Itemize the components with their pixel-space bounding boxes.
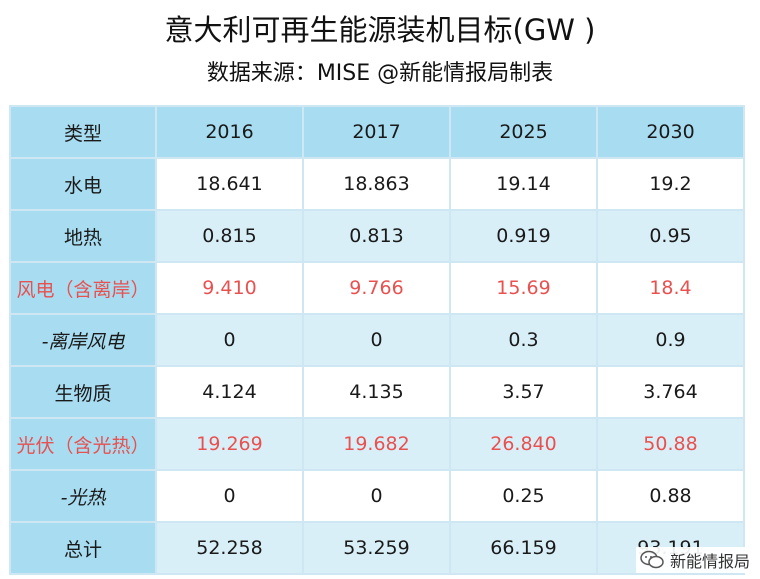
value-cell: 0 bbox=[302, 469, 451, 523]
value-cell: 4.124 bbox=[155, 365, 304, 419]
table-row: 生物质 4.124 4.135 3.57 3.764 bbox=[9, 365, 745, 419]
table-row: 地热 0.815 0.813 0.919 0.95 bbox=[9, 209, 745, 263]
value-cell: 0 bbox=[155, 313, 304, 367]
value-cell: 18.641 bbox=[155, 157, 304, 211]
row-label-cell: 总计 bbox=[9, 521, 157, 575]
value-cell: 19.14 bbox=[449, 157, 598, 211]
value-cell: 0.25 bbox=[449, 469, 598, 523]
table-row: 风电（含离岸） 9.410 9.766 15.69 18.4 bbox=[9, 261, 745, 315]
table-header-row: 类型 2016 2017 2025 2030 bbox=[9, 105, 745, 159]
header-cell-year: 2017 bbox=[302, 105, 451, 159]
value-cell: 0.9 bbox=[596, 313, 745, 367]
table-row: -离岸风电 0 0 0.3 0.9 bbox=[9, 313, 745, 367]
value-cell: 9.410 bbox=[155, 261, 304, 315]
value-cell: 0.95 bbox=[596, 209, 745, 263]
value-cell: 19.2 bbox=[596, 157, 745, 211]
page-title: 意大利可再生能源装机目标(GW ) bbox=[164, 13, 596, 47]
value-cell: 0.919 bbox=[449, 209, 598, 263]
value-cell: 50.88 bbox=[596, 417, 745, 471]
value-cell: 15.69 bbox=[449, 261, 598, 315]
page-subtitle: 数据来源：MISE @新能情报局制表 bbox=[206, 61, 554, 86]
value-cell: 19.682 bbox=[302, 417, 451, 471]
value-cell: 0.3 bbox=[449, 313, 598, 367]
row-label-cell: 生物质 bbox=[9, 365, 157, 419]
row-label-cell: 地热 bbox=[9, 209, 157, 263]
table-row: 水电 18.641 18.863 19.14 19.2 bbox=[9, 157, 745, 211]
value-cell: 52.258 bbox=[155, 521, 304, 575]
header-cell-year: 2016 bbox=[155, 105, 304, 159]
value-cell: 0 bbox=[302, 313, 451, 367]
row-label-cell: 风电（含离岸） bbox=[9, 261, 157, 315]
value-cell: 0.815 bbox=[155, 209, 304, 263]
table-row: -光热 0 0 0.25 0.88 bbox=[9, 469, 745, 523]
value-cell: 18.863 bbox=[302, 157, 451, 211]
value-cell: 53.259 bbox=[302, 521, 451, 575]
row-label-cell: 水电 bbox=[9, 157, 157, 211]
row-label-cell: 光伏（含光热） bbox=[9, 417, 157, 471]
watermark: 新能情报局 bbox=[635, 547, 754, 573]
value-cell: 0 bbox=[155, 469, 304, 523]
value-cell: 66.159 bbox=[449, 521, 598, 575]
value-cell: 18.4 bbox=[596, 261, 745, 315]
row-label-cell: -离岸风电 bbox=[9, 313, 157, 367]
value-cell: 0.813 bbox=[302, 209, 451, 263]
data-table: 类型 2016 2017 2025 2030 水电 18.641 18.863 19.… bbox=[9, 105, 745, 575]
value-cell: 3.57 bbox=[449, 365, 598, 419]
watermark-text: 新能情报局 bbox=[669, 552, 750, 571]
table-row: 光伏（含光热） 19.269 19.682 26.840 50.88 bbox=[9, 417, 745, 471]
header-cell-type: 类型 bbox=[9, 105, 157, 159]
value-cell: 0.88 bbox=[596, 469, 745, 523]
wechat-icon bbox=[640, 550, 664, 570]
header-cell-year: 2030 bbox=[596, 105, 745, 159]
value-cell: 9.766 bbox=[302, 261, 451, 315]
header-cell-year: 2025 bbox=[449, 105, 598, 159]
value-cell: 19.269 bbox=[155, 417, 304, 471]
value-cell: 3.764 bbox=[596, 365, 745, 419]
row-label-cell: -光热 bbox=[9, 469, 157, 523]
value-cell: 26.840 bbox=[449, 417, 598, 471]
value-cell: 4.135 bbox=[302, 365, 451, 419]
